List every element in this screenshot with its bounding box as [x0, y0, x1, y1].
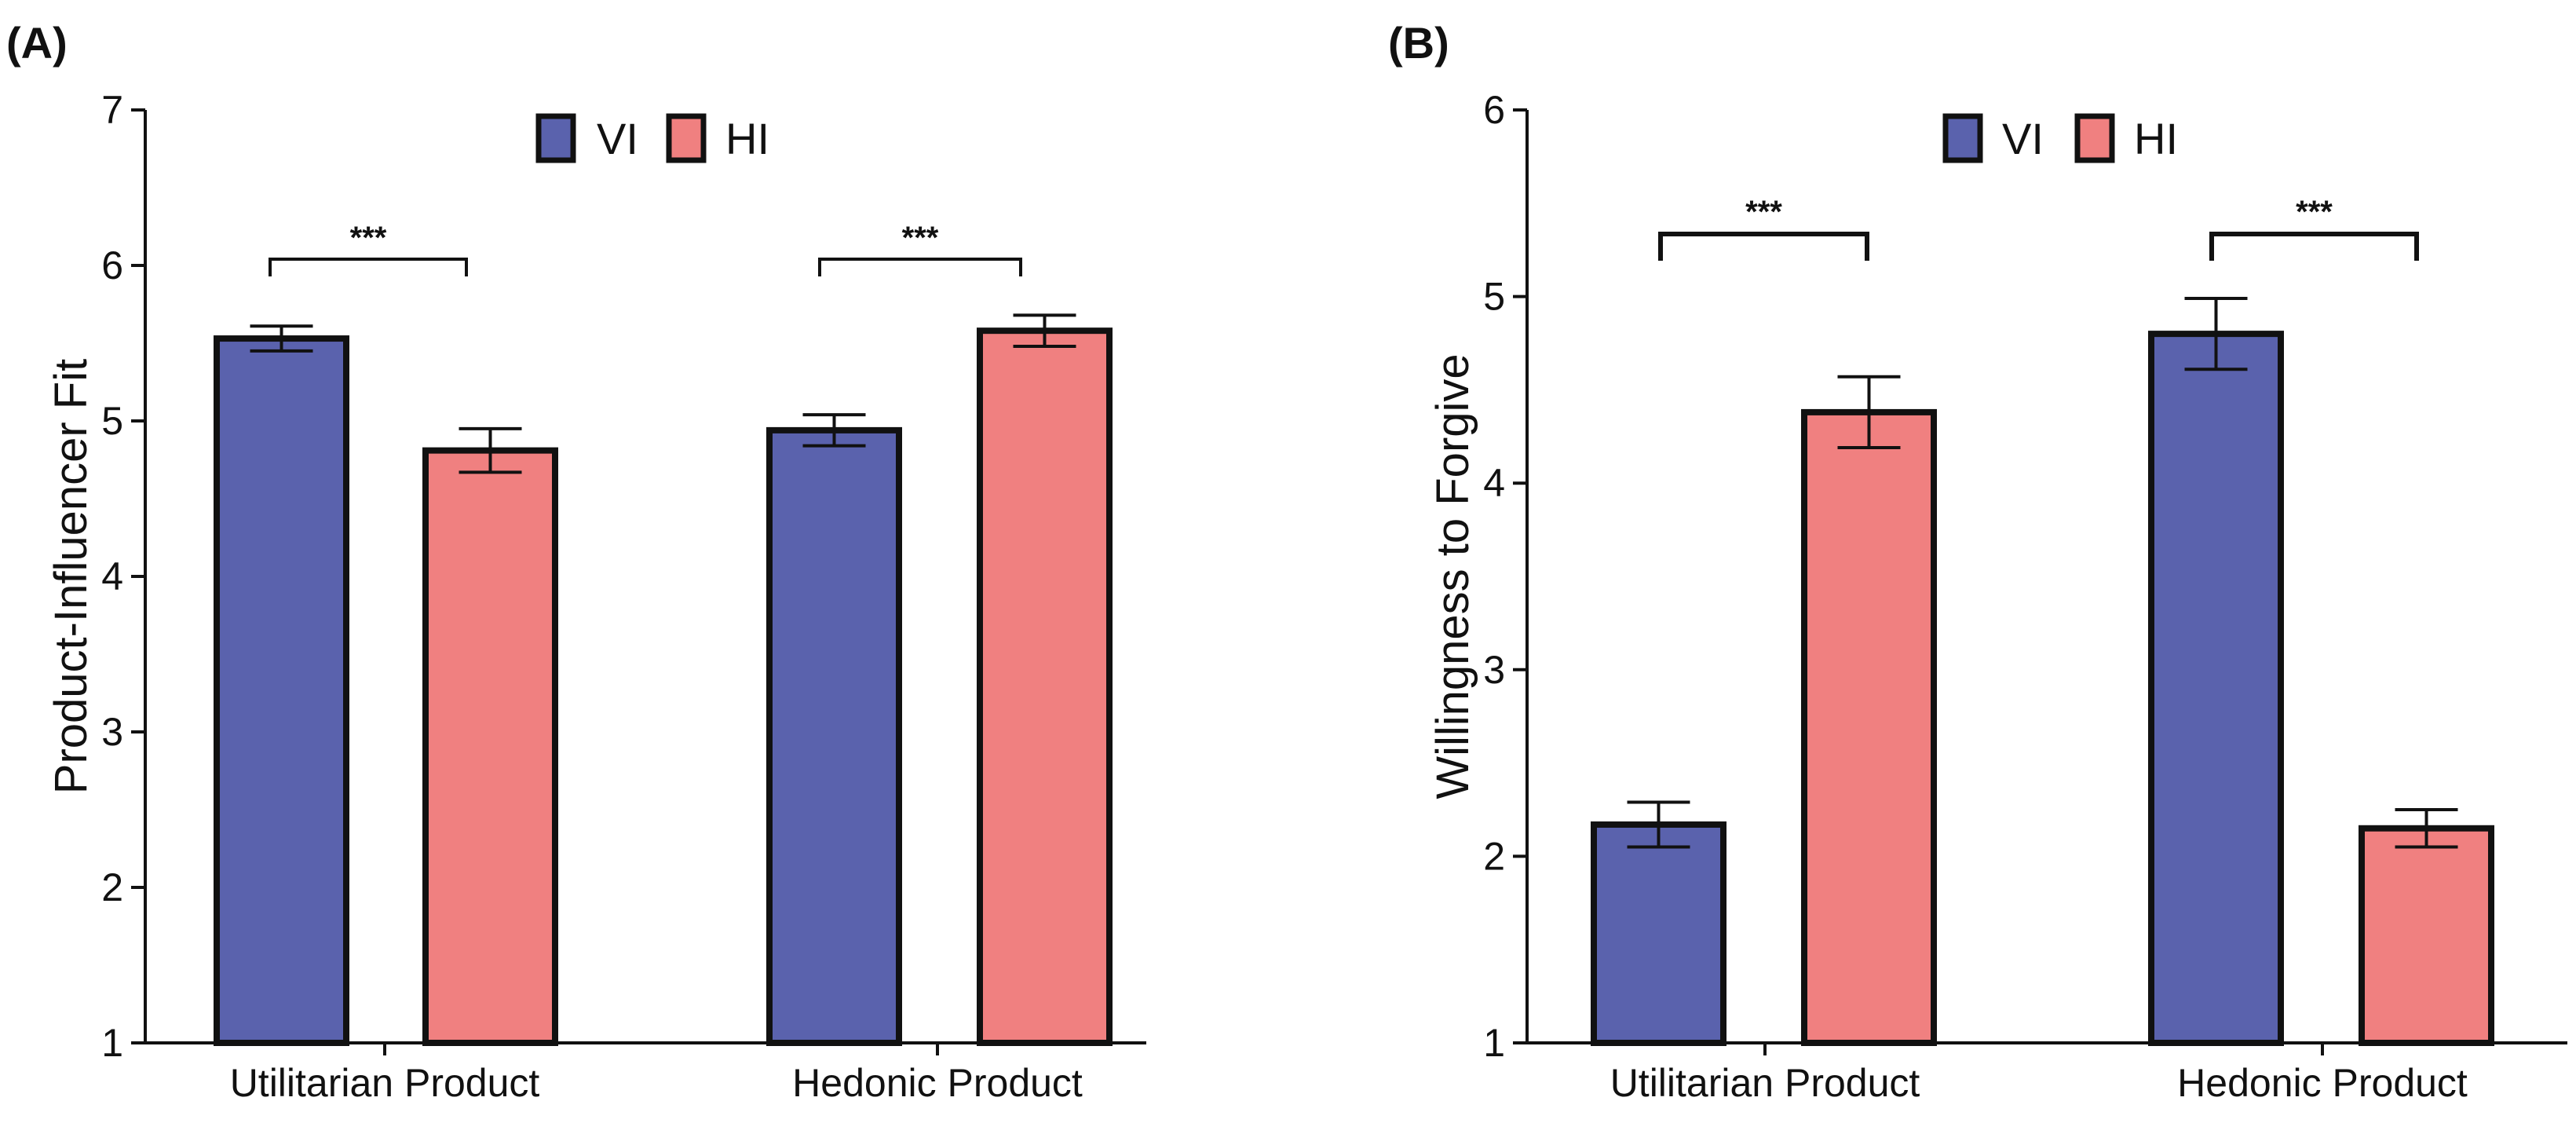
bar-vi: [214, 335, 349, 1046]
significance-label: ***: [902, 221, 939, 255]
legend-label-vi: VI: [2002, 114, 2044, 163]
y-tick-label: 5: [1483, 275, 1505, 319]
y-tick-label: 3: [1483, 648, 1505, 692]
y-tick-label: 4: [1483, 461, 1505, 505]
legend-label-hi: HI: [725, 114, 769, 163]
significance-label: ***: [1745, 195, 1782, 229]
y-tick-label: 1: [1483, 1021, 1505, 1065]
bar-hi: [1801, 408, 1937, 1046]
legend-swatch-vi: [535, 113, 576, 163]
legend-label-hi: HI: [2134, 114, 2178, 163]
y-tick-label: 2: [101, 865, 123, 909]
y-tick-label: 6: [101, 243, 123, 287]
legend-swatch-hi: [2074, 113, 2115, 163]
legend-swatch-hi: [666, 113, 707, 163]
significance-bracket: [818, 258, 1022, 276]
y-tick-label: 1: [101, 1021, 123, 1065]
legend-swatch-vi: [1942, 113, 1983, 163]
bar-hi: [422, 447, 558, 1046]
bar-vi: [1591, 821, 1726, 1047]
panel-label-b: (B): [1388, 18, 1449, 68]
panel-a: (A) 1 2 3 4 5 6 7 Product-Influencer Fit Utilita…: [6, 18, 1146, 1105]
significance-bracket: [2209, 232, 2419, 261]
y-tick-label: 4: [101, 554, 123, 598]
significance-bracket: [269, 258, 468, 276]
significance-label: ***: [2296, 195, 2333, 229]
x-tick-label: Hedonic Product: [2177, 1061, 2468, 1105]
significance-label: ***: [350, 221, 387, 255]
x-tick-label: Utilitarian Product: [230, 1061, 540, 1105]
bar-vi: [2148, 331, 2284, 1046]
panel-label-a: (A): [6, 18, 68, 68]
y-tick-label: 2: [1483, 834, 1505, 878]
y-tick-label: 6: [1483, 88, 1505, 132]
bar-vi: [766, 426, 902, 1046]
legend-label-vi: VI: [597, 114, 638, 163]
y-axis-title: Willingness to Forgive: [1427, 353, 1478, 799]
bar-hi: [2359, 825, 2494, 1046]
x-tick-label: Hedonic Product: [792, 1061, 1083, 1105]
bar-hi: [977, 327, 1113, 1047]
y-tick-label: 7: [101, 88, 123, 132]
panel-b: (B) 1 2 3 4 5 6 Willingness to Forgive Utilitar…: [1388, 18, 2567, 1105]
x-tick-label: Utilitarian Product: [1610, 1061, 1920, 1105]
significance-bracket: [1658, 232, 1869, 261]
y-tick-label: 5: [101, 399, 123, 443]
y-tick-label: 3: [101, 710, 123, 754]
y-axis-title: Product-Influencer Fit: [46, 359, 97, 794]
